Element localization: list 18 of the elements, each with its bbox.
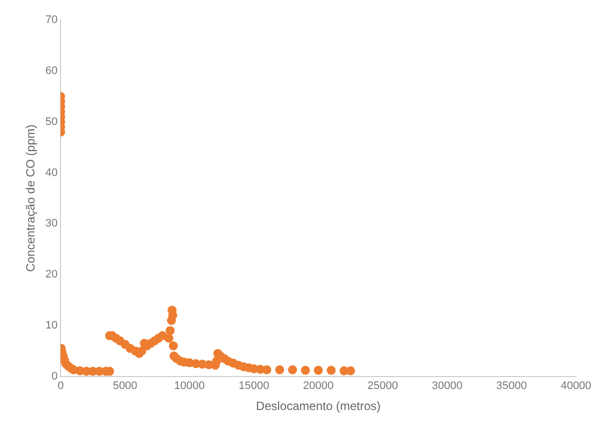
x-tick-label: 40000 — [560, 380, 592, 392]
x-tick-label: 30000 — [432, 380, 462, 392]
y-tick-label: 50 — [45, 116, 58, 128]
x-tick-label: 35000 — [496, 380, 527, 392]
x-tick-label: 5000 — [112, 380, 138, 392]
x-tick-label: 25000 — [367, 380, 398, 392]
x-tick-label: 20000 — [303, 380, 334, 392]
y-tick-label: 10 — [45, 320, 58, 332]
y-tick-label: 70 — [45, 14, 58, 26]
y-tick-label: 30 — [45, 218, 58, 230]
x-tick-label: 15000 — [238, 380, 270, 392]
y-axis-title: Concentração de CO (ppm) — [24, 124, 38, 272]
x-axis-title: Deslocamento (metros) — [256, 399, 381, 414]
y-tick-label: 40 — [45, 166, 58, 179]
y-tick-label: 20 — [45, 268, 58, 281]
y-tick-label: 60 — [45, 64, 58, 77]
y-tick-label: 0 — [52, 370, 58, 382]
x-tick-label: 10000 — [174, 380, 205, 392]
